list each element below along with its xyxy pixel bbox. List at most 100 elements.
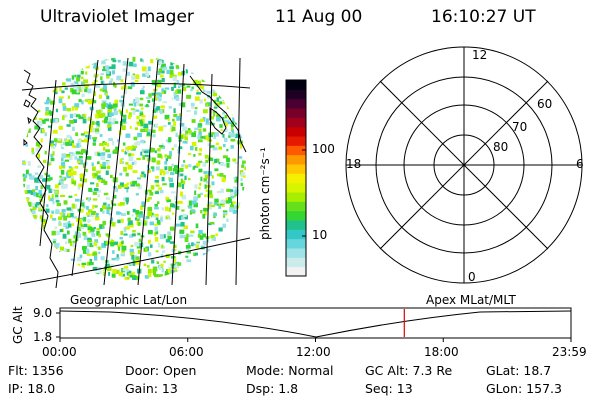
emission-pixel — [170, 191, 176, 194]
mlt-label-6: 6 — [576, 157, 584, 171]
emission-pixel — [173, 91, 177, 97]
emission-pixel — [246, 220, 249, 224]
emission-pixel — [31, 147, 34, 153]
emission-pixel — [67, 169, 72, 174]
emission-pixel — [247, 192, 249, 194]
gc-alt-label: GC Alt: 7.3 Re — [365, 363, 453, 378]
emission-pixel — [208, 273, 213, 278]
emission-pixel — [244, 106, 246, 111]
emission-pixel — [243, 234, 246, 238]
emission-pixel — [200, 210, 203, 214]
emission-pixel — [238, 134, 242, 139]
emission-pixel — [79, 208, 84, 213]
emission-pixel — [211, 181, 215, 186]
emission-pixel — [187, 153, 192, 156]
emission-pixel — [107, 121, 111, 127]
emission-pixel — [193, 130, 197, 133]
emission-pixel — [223, 89, 227, 93]
emission-pixel — [169, 69, 174, 75]
emission-pixel — [222, 133, 225, 138]
emission-pixel — [73, 145, 76, 148]
emission-pixel — [224, 115, 228, 119]
emission-pixel — [216, 190, 222, 194]
emission-pixel — [248, 241, 252, 244]
emission-pixel — [38, 121, 43, 127]
emission-pixel — [105, 65, 109, 70]
emission-pixel — [245, 82, 246, 86]
emission-pixel — [25, 214, 29, 220]
emission-pixel — [101, 166, 106, 169]
emission-pixel — [132, 110, 136, 115]
emission-pixel — [78, 156, 83, 159]
emission-pixel — [101, 60, 106, 65]
emission-pixel — [138, 238, 142, 242]
emission-pixel — [46, 177, 51, 182]
emission-pixel — [238, 217, 242, 222]
emission-pixel — [232, 107, 236, 111]
emission-pixel — [241, 272, 246, 278]
emission-pixel — [140, 139, 145, 144]
emission-pixel — [93, 277, 98, 280]
colorbar-swatch — [286, 80, 306, 90]
emission-pixel — [119, 172, 123, 176]
emission-pixel — [111, 70, 115, 75]
emission-pixel — [203, 178, 207, 182]
emission-pixel — [202, 162, 206, 167]
emission-pixel — [127, 86, 133, 90]
emission-pixel — [181, 235, 186, 238]
emission-pixel — [135, 109, 140, 112]
colorbar-swatch — [286, 266, 306, 277]
emission-pixel — [24, 190, 28, 194]
emission-pixel — [72, 240, 76, 244]
emission-pixel — [222, 282, 227, 286]
emission-pixel — [241, 162, 245, 166]
emission-pixel — [200, 86, 205, 90]
emission-pixel — [173, 121, 176, 126]
emission-pixel — [219, 173, 224, 177]
emission-pixel — [174, 261, 180, 265]
emission-pixel — [71, 223, 75, 226]
emission-pixel — [238, 245, 241, 249]
emission-pixel — [57, 138, 62, 141]
emission-pixel — [58, 220, 61, 225]
emission-pixel — [67, 230, 70, 235]
emission-pixel — [105, 197, 110, 200]
emission-pixel — [123, 89, 128, 94]
emission-pixel — [231, 73, 235, 79]
emission-pixel — [186, 133, 189, 136]
emission-pixel — [100, 80, 104, 85]
emission-pixel — [64, 77, 68, 80]
emission-pixel — [123, 266, 127, 269]
emission-pixel — [151, 259, 155, 264]
emission-pixel — [227, 264, 232, 270]
emission-pixel — [231, 120, 235, 124]
emission-pixel — [87, 214, 90, 218]
emission-pixel — [48, 188, 53, 193]
emission-pixel — [25, 95, 29, 99]
emission-pixel — [94, 128, 100, 132]
emission-pixel — [75, 198, 80, 202]
emission-pixel — [30, 226, 35, 230]
emission-pixel — [71, 83, 74, 86]
emission-pixel — [47, 162, 52, 166]
emission-pixel — [234, 204, 238, 210]
emission-pixel — [60, 165, 66, 169]
emission-pixel — [81, 224, 85, 227]
emission-pixel — [136, 121, 140, 125]
colorbar-tick-label: 100 — [312, 142, 335, 156]
emission-pixel — [205, 184, 211, 188]
emission-pixel — [46, 76, 50, 82]
emission-pixel — [141, 115, 146, 118]
emission-pixel — [187, 242, 190, 245]
emission-pixel — [248, 229, 251, 232]
emission-pixel — [71, 178, 74, 184]
emission-pixel — [38, 250, 43, 255]
emission-pixel — [167, 122, 171, 125]
emission-pixel — [75, 106, 79, 111]
emission-pixel — [198, 128, 202, 132]
emission-pixel — [76, 226, 82, 231]
emission-pixel — [222, 155, 228, 159]
emission-pixel — [167, 268, 172, 273]
emission-pixel — [54, 138, 58, 142]
emission-pixel — [204, 135, 207, 140]
